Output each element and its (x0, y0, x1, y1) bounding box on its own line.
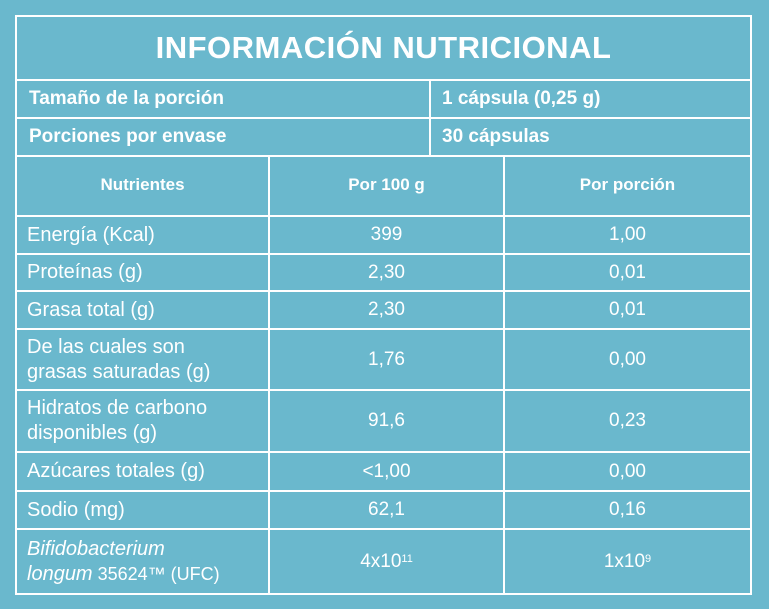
value-per-100g: 2,30 (368, 299, 405, 320)
value-per-100g: 4x10 11 (270, 530, 503, 593)
nutrient-name-suffix: 35624™ (UFC) (92, 563, 220, 584)
servings-per-pack-value: 30 cápsulas (442, 126, 550, 147)
value-per-serving: 0,00 (609, 348, 646, 370)
serving-size-label: Tamaño de la porción (29, 88, 224, 109)
nutrient-name-line1: Hidratos de carbono (27, 397, 208, 419)
nutrient-name-line1: De las cuales son (27, 335, 185, 358)
value-exponent: 9 (645, 552, 652, 565)
value-base: 4x10 (360, 550, 402, 572)
panel-title: INFORMACIÓN NUTRICIONAL (17, 17, 750, 81)
value-base: 1x10 (603, 550, 646, 572)
serving-size-row: Tamaño de la porción 1 cápsula (0,25 g) (17, 81, 750, 119)
value-per-100g: 91,6 (368, 410, 405, 431)
table-header: Nutrientes Por 100 g Por porción (17, 155, 750, 217)
value-per-100g: <1,00 (362, 460, 411, 482)
servings-per-pack-label: Porciones por envase (29, 126, 227, 147)
value-per-serving: 1,00 (609, 224, 646, 245)
table-row: Proteínas (g) 2,30 0,01 (17, 255, 750, 292)
table-row: De las cuales son grasas saturadas (g) 1… (17, 330, 750, 391)
value-per-serving: 0,01 (609, 261, 646, 283)
table-row: Sodio (mg) 62,1 0,16 (17, 492, 750, 530)
nutrient-name: De las cuales son grasas saturadas (g) (27, 330, 210, 389)
serving-size-value: 1 cápsula (0,25 g) (442, 88, 601, 109)
nutrient-name: Energía (Kcal) (27, 223, 155, 246)
value-per-serving: 0,01 (609, 299, 646, 320)
table-row: Azúcares totales (g) <1,00 0,00 (17, 453, 750, 492)
table-row: Hidratos de carbono disponibles (g) 91,6… (17, 391, 750, 453)
column-divider (503, 155, 505, 593)
table-row: Grasa total (g) 2,30 0,01 (17, 292, 750, 330)
nutrient-name: Bifidobacterium longum 35624™ (UFC) (27, 530, 220, 593)
table-row: Energía (Kcal) 399 1,00 (17, 217, 750, 255)
value-per-100g: 1,76 (368, 348, 405, 370)
value-per-serving: 0,16 (609, 499, 646, 520)
nutrient-name-line1: Bifidobacterium (27, 537, 165, 560)
value-per-serving: 0,23 (609, 410, 646, 431)
value-per-100g: 399 (370, 224, 403, 245)
value-per-serving: 0,00 (609, 460, 646, 482)
nutrient-name-line2: longum (27, 562, 93, 585)
nutrient-name: Azúcares totales (g) (27, 460, 205, 482)
divider (429, 81, 431, 117)
nutrient-name-line2: grasas saturadas (g) (27, 360, 211, 383)
nutrition-panel: INFORMACIÓN NUTRICIONAL Tamaño de la por… (15, 15, 752, 595)
value-exponent: 11 (401, 552, 413, 565)
header-nutrients: Nutrientes (100, 175, 185, 194)
servings-per-pack-row: Porciones por envase 30 cápsulas (17, 119, 750, 157)
value-per-100g: 62,1 (368, 499, 405, 520)
nutrient-name: Sodio (mg) (27, 498, 125, 521)
nutrient-name: Grasa total (g) (27, 298, 155, 321)
column-divider (268, 155, 270, 593)
header-per-100g: Por 100 g (348, 175, 425, 194)
table-row: Bifidobacterium longum 35624™ (UFC) 4x10… (17, 530, 750, 593)
nutrient-name-line2: disponibles (g) (27, 422, 158, 444)
nutrient-name: Hidratos de carbono disponibles (g) (27, 391, 207, 451)
header-per-serving: Por porción (579, 175, 676, 194)
value-per-serving: 1x10 9 (505, 530, 750, 593)
divider (429, 119, 431, 155)
nutrient-name: Proteínas (g) (27, 261, 143, 283)
value-per-100g: 2,30 (368, 261, 405, 283)
